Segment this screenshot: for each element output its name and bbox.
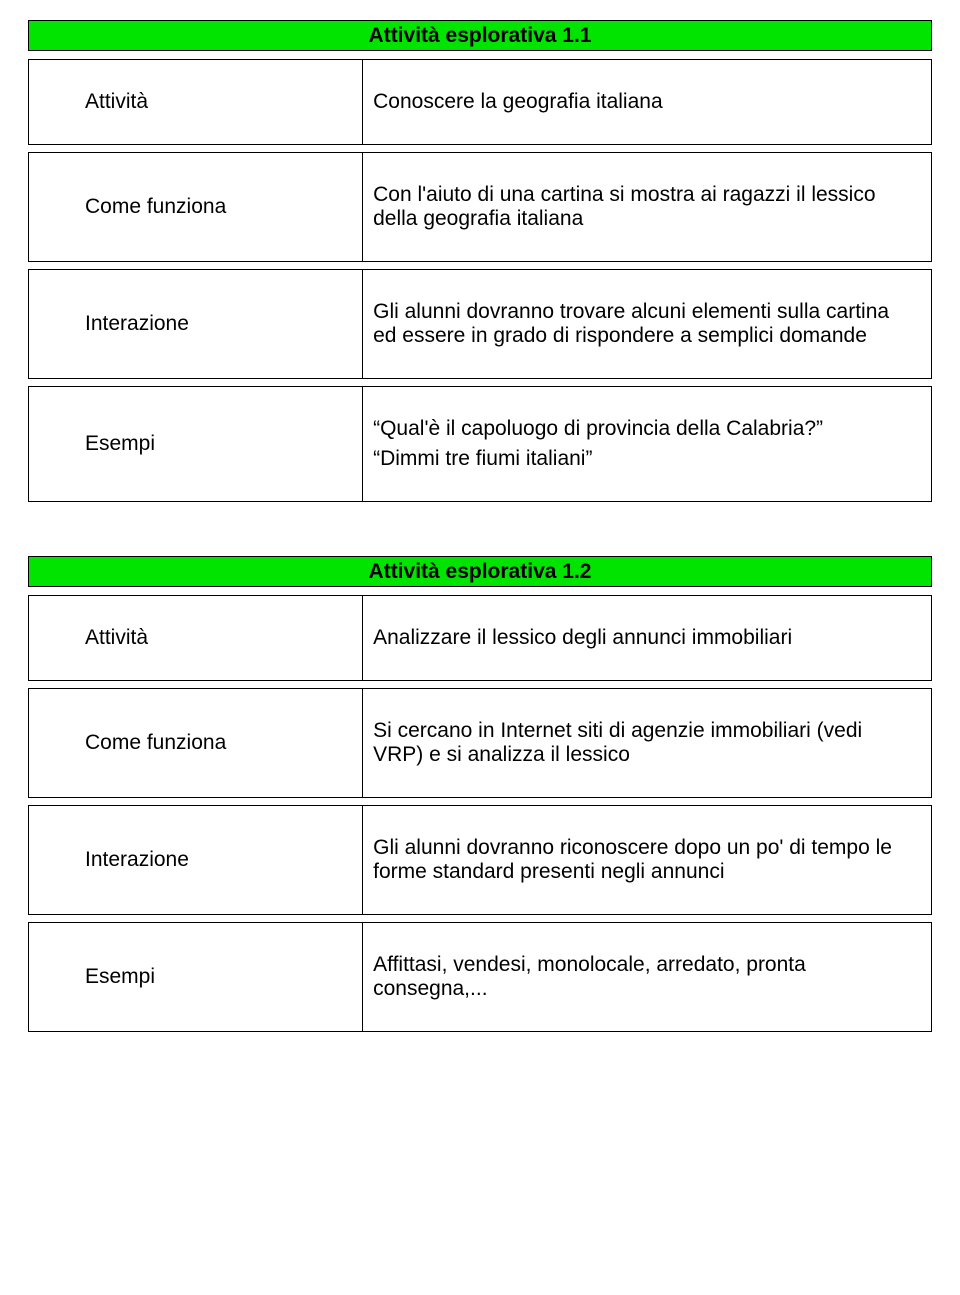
table-row: Interazione Gli alunni dovranno riconosc… bbox=[29, 806, 932, 915]
table-row: Come funziona Con l'aiuto di una cartina… bbox=[29, 153, 932, 262]
row-content: Si cercano in Internet siti di agenzie i… bbox=[363, 689, 932, 798]
activity-block-2: Attività esplorativa 1.2 Attività Analiz… bbox=[28, 556, 932, 1032]
table-row: Esempi Affittasi, vendesi, monolocale, a… bbox=[29, 923, 932, 1032]
row-label: Interazione bbox=[29, 270, 363, 379]
content-line: Analizzare il lessico degli annunci immo… bbox=[373, 626, 913, 650]
content-line: “Qual'è il capoluogo di provincia della … bbox=[373, 417, 913, 441]
content-line: Gli alunni dovranno riconoscere dopo un … bbox=[373, 836, 913, 884]
row-label: Come funziona bbox=[29, 153, 363, 262]
row-content: Gli alunni dovranno trovare alcuni eleme… bbox=[363, 270, 932, 379]
table-row: Come funziona Si cercano in Internet sit… bbox=[29, 689, 932, 798]
table-row: Esempi “Qual'è il capoluogo di provincia… bbox=[29, 387, 932, 502]
row-content: Conoscere la geografia italiana bbox=[363, 60, 932, 145]
row-label: Esempi bbox=[29, 387, 363, 502]
block-title: Attività esplorativa 1.1 bbox=[28, 20, 932, 51]
activity-table: Attività Conoscere la geografia italiana… bbox=[28, 59, 932, 502]
activity-block-1: Attività esplorativa 1.1 Attività Conosc… bbox=[28, 20, 932, 502]
content-line: Conoscere la geografia italiana bbox=[373, 90, 913, 114]
row-content: Affittasi, vendesi, monolocale, arredato… bbox=[363, 923, 932, 1032]
row-label: Esempi bbox=[29, 923, 363, 1032]
table-row: Attività Conoscere la geografia italiana bbox=[29, 60, 932, 145]
block-title: Attività esplorativa 1.2 bbox=[28, 556, 932, 587]
activity-table: Attività Analizzare il lessico degli ann… bbox=[28, 595, 932, 1032]
table-row: Attività Analizzare il lessico degli ann… bbox=[29, 596, 932, 681]
row-content: “Qual'è il capoluogo di provincia della … bbox=[363, 387, 932, 502]
row-content: Gli alunni dovranno riconoscere dopo un … bbox=[363, 806, 932, 915]
content-line: Affittasi, vendesi, monolocale, arredato… bbox=[373, 953, 913, 1001]
row-content: Con l'aiuto di una cartina si mostra ai … bbox=[363, 153, 932, 262]
row-label: Attività bbox=[29, 596, 363, 681]
row-content: Analizzare il lessico degli annunci immo… bbox=[363, 596, 932, 681]
content-line: Gli alunni dovranno trovare alcuni eleme… bbox=[373, 300, 913, 348]
content-line: Si cercano in Internet siti di agenzie i… bbox=[373, 719, 913, 767]
row-label: Attività bbox=[29, 60, 363, 145]
content-line: Con l'aiuto di una cartina si mostra ai … bbox=[373, 183, 913, 231]
row-label: Interazione bbox=[29, 806, 363, 915]
table-row: Interazione Gli alunni dovranno trovare … bbox=[29, 270, 932, 379]
row-label: Come funziona bbox=[29, 689, 363, 798]
content-line: “Dimmi tre fiumi italiani” bbox=[373, 447, 913, 471]
